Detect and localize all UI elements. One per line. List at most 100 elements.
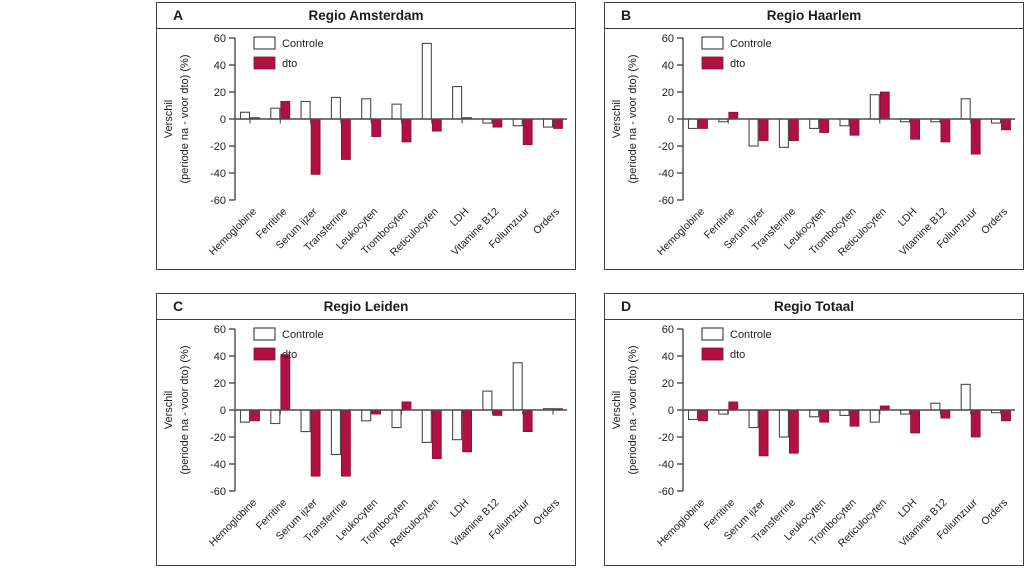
bar-dto <box>340 118 351 160</box>
y-tick-label: -40 <box>210 459 226 471</box>
y-axis-title-line2: (periode na - voor dto) (%) <box>627 55 639 184</box>
y-axis-title-line2: (periode na - voor dto) (%) <box>627 346 639 475</box>
x-category-label: LDH <box>448 497 471 520</box>
bar-controle <box>869 409 880 423</box>
x-category-label: LDH <box>448 206 471 229</box>
bar-controle <box>391 103 402 120</box>
bar-controle <box>239 409 251 423</box>
bar-dto <box>310 118 321 175</box>
legend-label-controle: Controle <box>730 329 772 341</box>
bar-controle <box>421 42 432 120</box>
panel-letter: C <box>173 298 184 314</box>
y-axis-title-line1: Verschil <box>611 391 623 430</box>
bar-controle <box>239 111 251 120</box>
bar-dto <box>401 118 412 143</box>
bar-dto <box>1001 118 1011 131</box>
x-category-label: LDH <box>896 497 919 520</box>
y-axis-title-line1: Verschil <box>163 391 175 430</box>
bar-dto <box>310 409 321 477</box>
legend-swatch-controle <box>253 36 276 50</box>
y-tick-label: 20 <box>214 378 226 390</box>
legend-swatch-controle <box>253 327 276 341</box>
bar-controle <box>270 409 281 425</box>
x-category-label: Hemoglobine <box>655 497 707 549</box>
y-tick-label: 20 <box>662 378 674 390</box>
bar-controle <box>452 86 463 120</box>
legend-label-controle: Controle <box>730 38 772 50</box>
bar-dto <box>280 101 291 120</box>
y-tick-label: -40 <box>658 168 674 180</box>
bar-dto <box>758 409 769 457</box>
bar-controle <box>960 383 971 411</box>
bar-dto <box>431 118 442 132</box>
bar-dto <box>698 409 708 422</box>
legend-label-dto: dto <box>730 58 745 70</box>
bar-dto <box>849 118 860 136</box>
legend-swatch-controle <box>701 327 724 341</box>
bar-dto <box>970 409 981 438</box>
x-category-label: Orders <box>531 206 562 237</box>
y-tick-label: 0 <box>220 405 226 417</box>
bar-controle <box>839 409 850 416</box>
panel-title: Regio Totaal <box>773 299 854 314</box>
y-tick-label: 60 <box>214 33 226 45</box>
y-tick-label: -20 <box>210 432 226 444</box>
bar-controle <box>330 409 341 456</box>
y-tick-label: -60 <box>658 486 674 498</box>
y-axis-title-line1: Verschil <box>163 100 175 139</box>
panel-letter: B <box>621 7 632 23</box>
y-tick-label: 40 <box>214 60 226 72</box>
y-tick-label: -40 <box>210 168 226 180</box>
bar-dto <box>788 409 799 454</box>
y-tick-label: 0 <box>668 405 674 417</box>
bar-dto <box>522 409 533 433</box>
bar-controle <box>270 107 281 120</box>
legend-label-controle: Controle <box>282 38 324 50</box>
bar-dto <box>698 118 708 129</box>
bar-dto <box>940 409 951 419</box>
y-tick-label: 20 <box>214 87 226 99</box>
bar-controle <box>482 390 493 411</box>
bar-dto <box>280 354 291 411</box>
x-category-label: Hemoglobine <box>207 206 259 258</box>
bar-controle <box>361 98 372 120</box>
x-category-label: Orders <box>979 497 1010 528</box>
y-axis-title-line1: Verschil <box>611 100 623 139</box>
bar-controle <box>809 409 820 418</box>
bar-controle <box>512 118 523 127</box>
legend-swatch-controle <box>701 36 724 50</box>
bar-controle <box>330 96 341 120</box>
y-tick-label: -60 <box>658 195 674 207</box>
bar-controle <box>869 94 880 120</box>
bar-controle <box>361 409 372 422</box>
bar-dto <box>910 118 921 140</box>
x-category-label: Orders <box>531 497 562 528</box>
y-tick-label: 60 <box>214 324 226 336</box>
legend-label-dto: dto <box>282 58 297 70</box>
bar-dto <box>553 118 563 129</box>
bar-controle <box>839 118 850 127</box>
bar-dto <box>462 409 473 453</box>
y-tick-label: -40 <box>658 459 674 471</box>
bar-controle <box>687 118 699 129</box>
bar-chart-haarlem: 60 40 20 0 -20 -40 -60 Verschil (periode na - vo… <box>611 33 1015 259</box>
legend-label-dto: dto <box>730 349 745 361</box>
legend-label-dto: dto <box>282 349 297 361</box>
bar-controle <box>391 409 402 429</box>
y-tick-label: 20 <box>662 87 674 99</box>
panel-regio-haarlem: B Regio Haarlem 60 40 20 0 -20 -40 -60 Verschil… <box>604 2 1024 270</box>
bar-dto <box>819 118 830 133</box>
bar-dto <box>431 409 442 459</box>
panel-letter: A <box>173 7 184 23</box>
bar-controle <box>778 118 789 148</box>
legend-swatch-dto <box>701 56 724 70</box>
bar-chart-amsterdam: 60 40 20 0 -20 -40 -60 Verschil (periode na - vo… <box>163 33 567 259</box>
legend-label-controle: Controle <box>282 329 324 341</box>
panel-letter: D <box>621 298 632 314</box>
y-tick-label: -20 <box>210 141 226 153</box>
bar-dto <box>492 118 503 128</box>
bar-dto <box>340 409 351 477</box>
bar-dto <box>788 118 799 142</box>
bar-controle <box>748 409 759 429</box>
